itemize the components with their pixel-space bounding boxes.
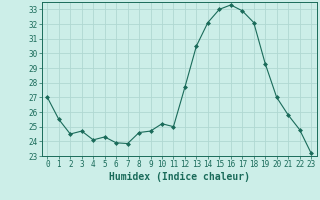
X-axis label: Humidex (Indice chaleur): Humidex (Indice chaleur) <box>109 172 250 182</box>
